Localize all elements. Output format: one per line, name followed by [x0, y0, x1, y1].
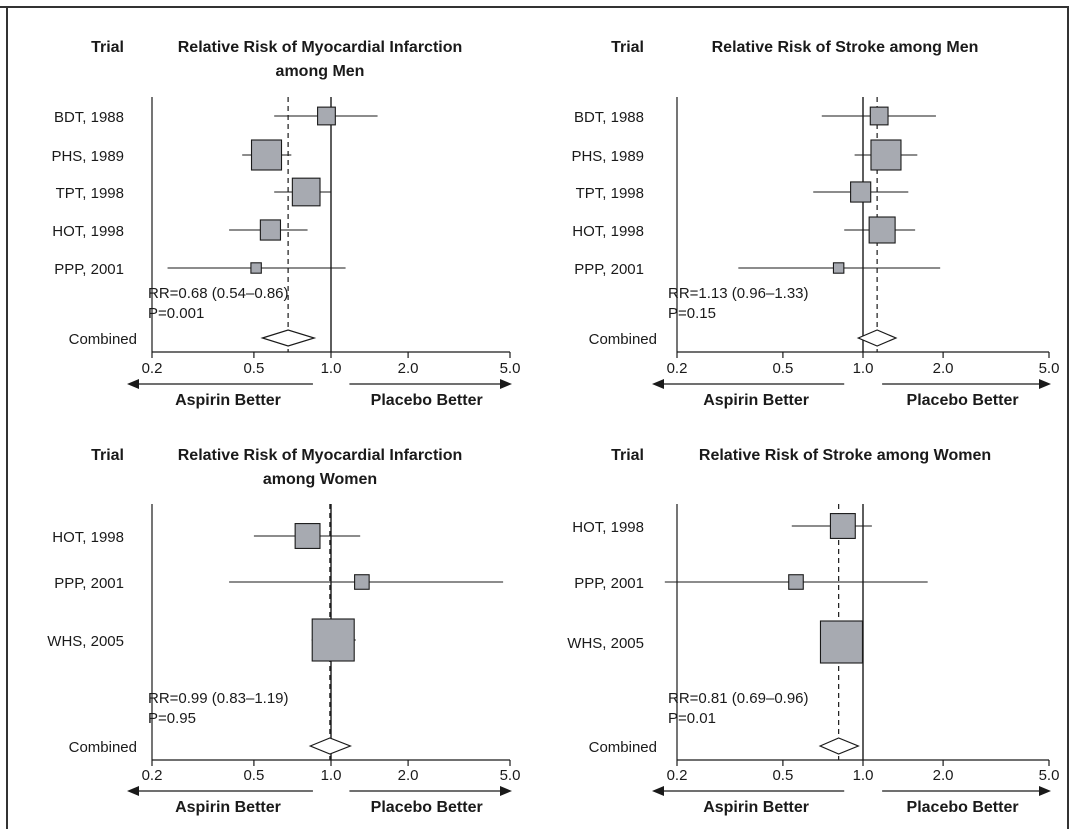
- panel-1-left-arrow-label: Aspirin Better: [175, 392, 281, 409]
- panel-3-tick-label-3: 1.0: [321, 767, 342, 784]
- panel-3-right-arrow-label: Placebo Better: [371, 799, 483, 816]
- panel-1-trial-box-3: [291, 177, 321, 207]
- panel-4-tick-label-2: 0.5: [772, 767, 793, 784]
- panel-3-trial-label-2: PPP, 2001: [54, 575, 124, 592]
- panel-4-trial-box-1: [829, 513, 856, 539]
- panel-2-tick-label-2: 0.5: [772, 360, 793, 377]
- panel-1-left-arrow-head: [127, 379, 139, 389]
- panel-2-tick-label-1: 0.2: [667, 360, 688, 377]
- panel-4-combined-label: Combined: [589, 739, 657, 756]
- panel-2-trial-box-3: [850, 181, 872, 203]
- right-rule: [1067, 6, 1069, 829]
- panel-4-left-arrow-label: Aspirin Better: [703, 799, 809, 816]
- panel-1-p-text: P=0.001: [148, 305, 204, 322]
- panel-2-tick-label-3: 1.0: [853, 360, 874, 377]
- panel-1-right-arrow-head: [500, 379, 512, 389]
- panel-3-trial-label-1: HOT, 1998: [52, 529, 124, 546]
- panel-3-tick-label-4: 2.0: [398, 767, 419, 784]
- panel-1-trial-label-3: TPT, 1998: [56, 185, 124, 202]
- panel-2-trial-label-4: HOT, 1998: [572, 223, 644, 240]
- panel-1-trial-header: Trial: [91, 39, 124, 56]
- panel-2-right-arrow-head: [1039, 379, 1051, 389]
- panel-2-trial-label-2: PHS, 1989: [571, 148, 644, 165]
- panel-2-trial-header: Trial: [611, 39, 644, 56]
- panel-1-rr-text: RR=0.68 (0.54–0.86): [148, 285, 289, 302]
- panel-4-tick-label-3: 1.0: [853, 767, 874, 784]
- panel-3-trial-box-3: [311, 618, 355, 662]
- panel-2-trial-label-3: TPT, 1998: [576, 185, 644, 202]
- panel-3-tick-label-5: 5.0: [500, 767, 521, 784]
- panel-2-trial-box-1: [869, 106, 889, 126]
- panel-3-trial-box-2: [354, 574, 370, 590]
- panel-3-combined-label: Combined: [69, 739, 137, 756]
- panel-2-trial-box-4: [868, 216, 896, 244]
- panel-1-tick-label-2: 0.5: [243, 360, 264, 377]
- panel-3-left-arrow-label: Aspirin Better: [175, 799, 281, 816]
- panel-2-p-text: P=0.15: [668, 305, 716, 322]
- panel-4-combined-diamond: [818, 737, 860, 755]
- panel-2-combined-diamond: [856, 329, 898, 347]
- panel-3-tick-label-2: 0.5: [243, 767, 264, 784]
- panel-2-trial-label-1: BDT, 1988: [574, 109, 644, 126]
- panel-3-p-text: P=0.95: [148, 710, 196, 727]
- panel-3-left-arrow-head: [127, 786, 139, 796]
- panel-1-trial-label-5: PPP, 2001: [54, 261, 124, 278]
- panel-2-left-arrow-head: [652, 379, 664, 389]
- panel-3-right-arrow-head: [500, 786, 512, 796]
- panel-4-trial-label-2: PPP, 2001: [574, 575, 644, 592]
- panel-4-left-arrow-head: [652, 786, 664, 796]
- panel-3-trial-header: Trial: [91, 447, 124, 464]
- panel-4-title-line-1: Relative Risk of Stroke among Women: [699, 447, 991, 464]
- panel-4-tick-label-4: 2.0: [933, 767, 954, 784]
- panel-3-rr-text: RR=0.99 (0.83–1.19): [148, 690, 289, 707]
- panel-3-trial-label-3: WHS, 2005: [47, 633, 124, 650]
- panel-1-combined-label: Combined: [69, 331, 137, 348]
- panel-1-tick-label-3: 1.0: [321, 360, 342, 377]
- panel-2-trial-box-2: [870, 139, 902, 171]
- panel-4-p-text: P=0.01: [668, 710, 716, 727]
- panel-4-trial-label-1: HOT, 1998: [572, 519, 644, 536]
- panel-1-trial-box-5: [250, 262, 262, 274]
- panel-3-combined-diamond: [308, 737, 352, 755]
- panel-1-trial-label-1: BDT, 1988: [54, 109, 124, 126]
- panel-2-title-line-1: Relative Risk of Stroke among Men: [712, 39, 979, 56]
- panel-4-tick-label-5: 5.0: [1039, 767, 1060, 784]
- panel-1-trial-label-2: PHS, 1989: [51, 148, 124, 165]
- panel-2-tick-label-5: 5.0: [1039, 360, 1060, 377]
- panel-3-title-line-1: Relative Risk of Myocardial Infarction: [178, 447, 463, 464]
- panel-1-trial-box-1: [317, 106, 336, 126]
- panel-4-rr-text: RR=0.81 (0.69–0.96): [668, 690, 809, 707]
- panel-2-tick-label-4: 2.0: [933, 360, 954, 377]
- panel-4-tick-label-1: 0.2: [667, 767, 688, 784]
- panel-3-trial-box-1: [294, 523, 321, 549]
- panel-1-combined-diamond: [260, 329, 317, 347]
- panel-4-trial-box-3: [819, 620, 864, 664]
- panel-1-right-arrow-label: Placebo Better: [371, 392, 483, 409]
- top-rule: [0, 6, 1069, 8]
- panel-2-combined-label: Combined: [589, 331, 657, 348]
- panel-2-trial-label-5: PPP, 2001: [574, 261, 644, 278]
- panel-2-trial-box-5: [832, 262, 845, 274]
- panel-1-tick-label-5: 5.0: [500, 360, 521, 377]
- panel-1-trial-label-4: HOT, 1998: [52, 223, 124, 240]
- panel-2-rr-text: RR=1.13 (0.96–1.33): [668, 285, 809, 302]
- panel-1-title-line-2: among Men: [276, 63, 365, 80]
- panel-1-title-line-1: Relative Risk of Myocardial Infarction: [178, 39, 463, 56]
- panel-4-trial-header: Trial: [611, 447, 644, 464]
- panel-4-right-arrow-head: [1039, 786, 1051, 796]
- panel-1-tick-label-1: 0.2: [142, 360, 163, 377]
- panel-4-right-arrow-label: Placebo Better: [907, 799, 1019, 816]
- panel-1-trial-box-2: [250, 139, 283, 171]
- left-rule: [6, 6, 8, 829]
- panel-3-tick-label-1: 0.2: [142, 767, 163, 784]
- panel-1-trial-box-4: [259, 219, 282, 241]
- panel-3-title-line-2: among Women: [263, 471, 377, 488]
- panel-4-trial-box-2: [788, 574, 804, 590]
- panel-2-right-arrow-label: Placebo Better: [907, 392, 1019, 409]
- panel-4-trial-label-3: WHS, 2005: [567, 635, 644, 652]
- panel-2-left-arrow-label: Aspirin Better: [703, 392, 809, 409]
- panel-1-tick-label-4: 2.0: [398, 360, 419, 377]
